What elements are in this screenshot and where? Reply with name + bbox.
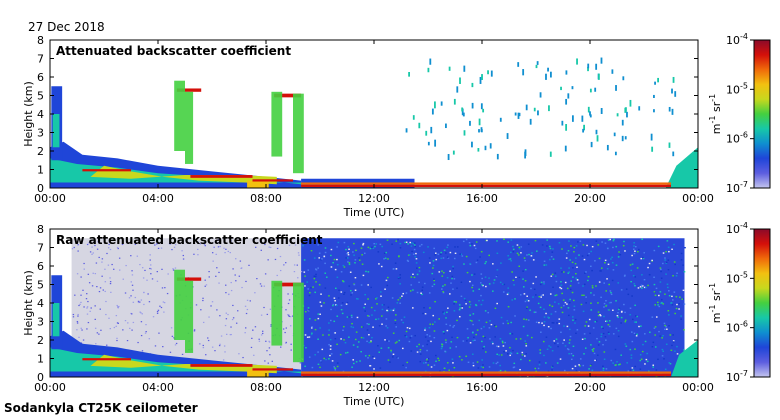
fall-streak xyxy=(293,93,304,174)
x-tick-label: 20:00 xyxy=(574,381,606,394)
colorbar-unit: m-1 sr-1 xyxy=(708,94,723,134)
colorbar-tick-label: 10-4 xyxy=(726,32,748,47)
x-tick-label: 00:00 xyxy=(682,381,714,394)
late-lowlevel xyxy=(665,147,698,188)
backscatter-field xyxy=(50,57,698,188)
surface-layer-strong xyxy=(247,180,269,188)
colorbar-tick-label: 10-7 xyxy=(726,369,748,384)
x-tick-label: 08:00 xyxy=(250,192,282,205)
surface-orange-band xyxy=(301,182,671,185)
colorbar-ramp xyxy=(753,39,771,189)
y-tick-label: 4 xyxy=(37,108,44,121)
early-column-core xyxy=(52,114,60,148)
cloud-streak xyxy=(252,368,293,371)
y-tick-label: 6 xyxy=(37,260,44,273)
x-tick-label: 16:00 xyxy=(466,192,498,205)
x-tick-label: 16:00 xyxy=(466,381,498,394)
y-tick-label: 3 xyxy=(37,316,44,329)
cloud-streak xyxy=(252,179,293,182)
boundary-layer-core xyxy=(90,165,277,185)
cloud-streak xyxy=(176,277,202,281)
y-tick-label: 6 xyxy=(37,71,44,84)
y-tick-label: 8 xyxy=(37,34,44,47)
x-tick-label: 12:00 xyxy=(358,192,390,205)
y-tick-label: 7 xyxy=(37,242,44,255)
panel-title: Raw attenuated backscatter coefficient xyxy=(56,233,323,247)
surface-layer-strong xyxy=(247,369,269,377)
colorbar-unit: m-1 sr-1 xyxy=(708,283,723,323)
plot-area xyxy=(50,40,698,188)
cloud-streak xyxy=(190,175,253,178)
early-column-core xyxy=(52,303,60,337)
late-lowlevel xyxy=(671,340,698,377)
colorbar: 10-4 10-5 10-6 10-7 m-1 sr-1 xyxy=(708,221,771,384)
fall-streak xyxy=(293,282,304,363)
x-tick-label: 04:00 xyxy=(142,192,174,205)
y-tick-label: 5 xyxy=(37,90,44,103)
y-tick-label: 7 xyxy=(37,53,44,66)
colorbar-tick-label: 10-5 xyxy=(726,81,748,96)
y-tick-label: 1 xyxy=(37,353,44,366)
plot-area xyxy=(50,229,698,377)
cloud-streak xyxy=(82,169,131,172)
x-tick-label: 00:00 xyxy=(34,381,66,394)
fall-streak xyxy=(185,280,194,353)
y-tick-label: 2 xyxy=(37,334,44,347)
surface-orange-band xyxy=(301,371,671,374)
fall-streak xyxy=(185,91,194,164)
y-tick-label: 2 xyxy=(37,145,44,158)
instrument-label: Sodankyla CT25K ceilometer xyxy=(4,401,198,415)
colorbar-tick-label: 10-5 xyxy=(726,270,748,285)
y-tick-label: 3 xyxy=(37,127,44,140)
fall-streak xyxy=(174,80,185,151)
surface-red-band xyxy=(301,184,671,188)
cloud-streak xyxy=(82,358,131,361)
fall-streak xyxy=(271,91,283,157)
colorbar-ramp xyxy=(753,228,771,378)
fall-streak xyxy=(174,269,185,340)
y-tick-label: 8 xyxy=(37,223,44,236)
x-tick-label: 04:00 xyxy=(142,381,174,394)
date-label: 27 Dec 2018 xyxy=(28,20,105,34)
x-tick-label: 08:00 xyxy=(250,381,282,394)
cloud-streak xyxy=(190,364,253,367)
x-tick-label: 20:00 xyxy=(574,192,606,205)
surface-red-band xyxy=(301,373,671,377)
x-axis-label: Time (UTC) xyxy=(343,395,405,408)
colorbar-tick-label: 10-6 xyxy=(726,131,748,146)
colorbar-tick-label: 10-6 xyxy=(726,320,748,335)
y-axis-label: Height (km) xyxy=(22,81,35,147)
y-tick-label: 0 xyxy=(37,371,44,384)
x-tick-label: 00:00 xyxy=(682,192,714,205)
cloud-streak xyxy=(274,282,302,287)
y-tick-label: 4 xyxy=(37,297,44,310)
boundary-layer-core xyxy=(90,354,277,374)
colorbar-tick-label: 10-7 xyxy=(726,180,748,195)
cloud-streak xyxy=(274,93,302,98)
y-axis-label: Height (km) xyxy=(22,270,35,336)
cloud-streak xyxy=(176,88,202,92)
panel-2: Raw attenuated backscatter coefficient00… xyxy=(22,221,771,408)
fall-streak xyxy=(271,280,283,346)
colorbar-tick-label: 10-4 xyxy=(726,221,748,236)
panel-title: Attenuated backscatter coefficient xyxy=(56,44,291,58)
x-tick-label: 12:00 xyxy=(358,381,390,394)
x-tick-label: 00:00 xyxy=(34,192,66,205)
backscatter-field xyxy=(50,238,698,377)
y-tick-label: 5 xyxy=(37,279,44,292)
y-tick-label: 0 xyxy=(37,182,44,195)
noise-region-blue xyxy=(301,238,685,377)
colorbar: 10-4 10-5 10-6 10-7 m-1 sr-1 xyxy=(708,32,771,195)
y-tick-label: 1 xyxy=(37,164,44,177)
x-axis-label: Time (UTC) xyxy=(343,206,405,219)
